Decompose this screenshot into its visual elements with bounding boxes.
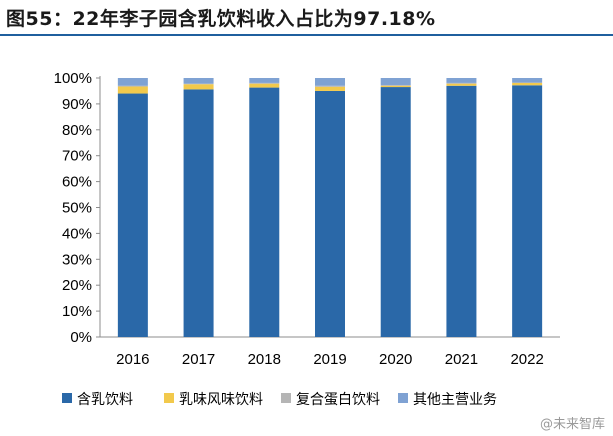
x-tick-label: 2019 (313, 351, 346, 368)
bar-segment-0-2017 (183, 89, 214, 338)
bar-segment-2-2017 (183, 83, 214, 85)
y-tick-label: 50% (62, 200, 92, 217)
legend-label: 复合蛋白饮料 (296, 391, 380, 408)
y-tick-label: 100% (54, 70, 92, 87)
y-tick-label: 30% (62, 251, 92, 268)
bar-segment-2-2020 (380, 84, 411, 86)
x-tick-label: 2016 (116, 351, 149, 368)
legend-swatch (281, 393, 291, 403)
bar-segment-0-2016 (117, 93, 148, 337)
legend-label: 含乳饮料 (77, 392, 133, 408)
y-tick-label: 40% (62, 225, 92, 242)
y-tick-label: 70% (62, 148, 92, 165)
bar-segment-0-2019 (315, 90, 345, 337)
bar-segment-1-2017 (183, 84, 214, 90)
bar-segment-1-2019 (315, 86, 345, 91)
bar-segment-0-2021 (446, 85, 477, 338)
legend-swatch (398, 393, 408, 403)
y-tick-label: 60% (62, 174, 92, 191)
y-tick-label: 80% (62, 122, 92, 139)
x-tick-label: 2020 (379, 351, 412, 368)
x-tick-label: 2018 (248, 351, 281, 368)
bar-segment-0-2020 (380, 87, 411, 337)
x-axis-ticks: 2016 2017 2018 2019 2020 2021 2022 (116, 351, 544, 368)
legend-label: 乳味风味饮料 (179, 392, 263, 408)
y-tick-label: 90% (62, 96, 92, 113)
bar-segment-0-2018 (249, 87, 280, 337)
bar-segment-2-2019 (315, 85, 345, 87)
x-tick-label: 2021 (445, 351, 478, 368)
y-tick-label: 0% (70, 329, 92, 346)
bar-segment-3-2018 (249, 78, 280, 83)
bar-segment-2-2022 (512, 82, 543, 83)
bar-segment-3-2019 (315, 78, 345, 86)
legend-swatch (164, 393, 174, 403)
figure-title: 图55：22年李子园含乳饮料收入占比为97.18% (6, 8, 436, 30)
legend-label: 其他主营业务 (413, 392, 497, 408)
bar-segment-2-2021 (446, 82, 477, 84)
bar-segment-3-2021 (446, 78, 477, 83)
bar-segment-2-2018 (249, 82, 280, 84)
bar-segment-3-2017 (183, 78, 214, 84)
bar-segment-1-2016 (117, 86, 148, 94)
legend-swatch (62, 393, 72, 403)
bar-segment-1-2021 (446, 83, 477, 86)
y-tick-label: 20% (62, 277, 92, 294)
bar-segment-3-2016 (117, 78, 148, 86)
chart-legend: 含乳饮料 乳味风味饮料 复合蛋白饮料 其他主营业务 (62, 391, 497, 408)
x-tick-label: 2022 (510, 351, 543, 368)
y-tick-label: 10% (62, 303, 92, 320)
bar-segment-0-2022 (512, 85, 543, 337)
watermark: @未来智库 (539, 417, 605, 432)
x-tick-label: 2017 (182, 351, 215, 368)
y-axis-ticks: 0% 10% 20% 30% 40% 50% 60% 70% 80% 90% 100% (54, 70, 100, 346)
bar-segment-1-2018 (249, 83, 280, 88)
bar-segment-3-2020 (380, 78, 411, 85)
bar-segment-3-2022 (512, 78, 543, 83)
bar-segment-1-2020 (380, 85, 411, 88)
bar-segment-2-2016 (117, 85, 148, 87)
bar-segment-1-2022 (512, 82, 543, 86)
title-underline (0, 34, 613, 36)
chart-bars (117, 78, 543, 338)
